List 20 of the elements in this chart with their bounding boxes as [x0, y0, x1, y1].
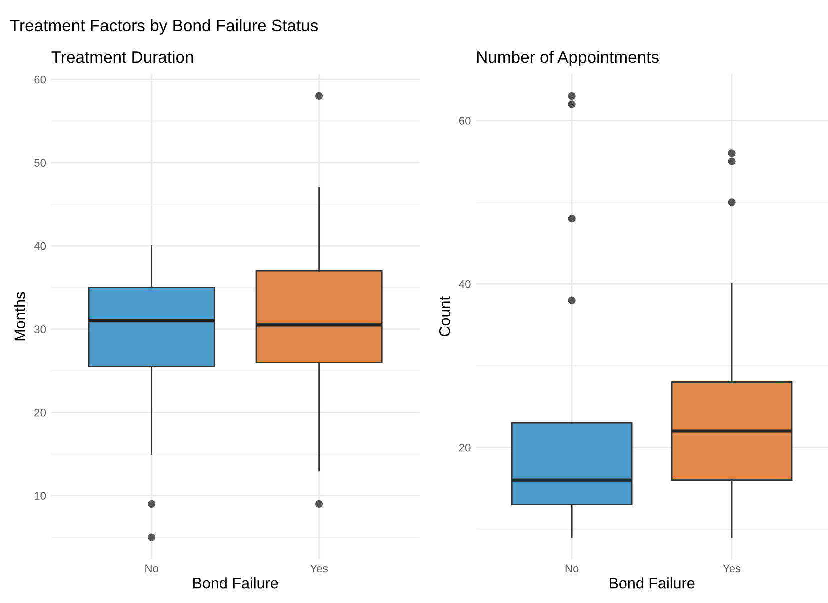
- chart-title: Treatment Factors by Bond Failure Status: [10, 19, 318, 35]
- x-axis-title: Bond Failure: [194, 578, 278, 589]
- chart-subtitle: Number of Appointments: [477, 50, 659, 67]
- chart-subtitle: Treatment Duration: [52, 50, 194, 64]
- y-tick-label: 40: [34, 242, 46, 250]
- x-tick-label: Yes: [723, 564, 741, 573]
- x-tick-label: No: [566, 564, 579, 573]
- y-tick-label: 20: [459, 444, 471, 452]
- y-tick-label: 60: [459, 117, 471, 125]
- y-tick-label: 20: [34, 408, 46, 417]
- x-axis-title: Bond Failure: [610, 578, 695, 589]
- y-axis-title: Months: [14, 292, 26, 341]
- y-tick-label: 60: [34, 76, 46, 84]
- y-tick-label: 30: [34, 326, 46, 334]
- x-tick-label: Yes: [310, 564, 328, 573]
- y-axis-title: Count: [439, 296, 450, 336]
- y-tick-label: 10: [34, 492, 46, 500]
- y-tick-label: 40: [459, 280, 471, 288]
- x-tick-label: No: [146, 564, 158, 573]
- y-tick-label: 50: [34, 159, 46, 167]
